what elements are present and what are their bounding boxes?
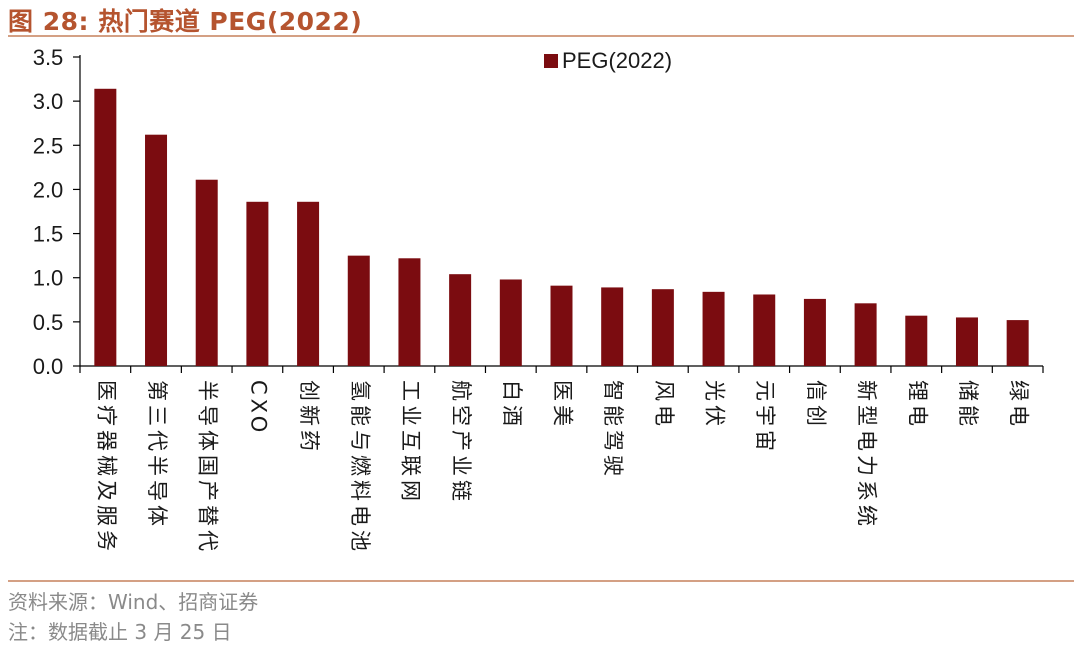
category-label: 航空产业链 [449,380,473,505]
bar [702,291,725,366]
category-label: 医美 [551,380,575,430]
category-label: 风电 [652,380,676,430]
bar [195,179,218,366]
peg-bar-chart: 0.0 0.5 1.0 1.5 2.0 2.5 3.0 3.5 医疗器械及服务 第三代半导体 半导体… [33,45,1044,555]
category-label: 智能驾驶 [601,380,625,480]
category-label: 光伏 [703,380,727,430]
category-label: 储能 [956,380,980,430]
bar [94,88,117,366]
bar [854,303,877,366]
footer-rule [8,580,1074,582]
y-tick-label: 3.5 [33,45,64,70]
category-label: 新型电力系统 [855,380,879,530]
bar [753,294,776,366]
category-label: 氢能与燃料电池 [348,380,372,555]
y-tick-label: 2.0 [33,177,64,202]
category-label: 医疗器械及服务 [94,380,118,555]
bar [145,134,168,366]
category-label: 创新药 [297,380,321,455]
bar [347,255,370,366]
source-note: 资料来源：Wind、招商证券 [8,590,259,614]
bar [803,298,826,366]
title-rule [8,35,1074,37]
bar [1006,320,1029,366]
bar [297,201,320,366]
category-label: 第三代半导体 [145,380,169,530]
y-tick-label: 2.5 [33,133,64,158]
category-label: 元宇宙 [753,380,777,455]
category-label: CXO [246,380,270,436]
bar [601,287,624,366]
bar [246,201,269,366]
bar [499,279,522,366]
legend-swatch [544,54,558,68]
bar [398,258,421,366]
bar [905,315,928,366]
bar [955,317,978,366]
bar [651,289,674,366]
category-label: 半导体国产替代 [196,380,220,555]
y-tick-label: 0.0 [33,354,64,379]
y-tick-label: 1.0 [33,266,64,291]
category-label: 工业互联网 [398,380,422,505]
category-label: 信创 [804,380,828,430]
bar [449,274,472,366]
category-label: 白酒 [500,380,524,430]
y-tick-label: 1.5 [33,222,64,247]
y-tick-label: 3.0 [33,89,64,114]
category-label: 绿电 [1007,380,1031,430]
legend-label: PEG(2022) [562,48,672,73]
data-note: 注：数据截止 3 月 25 日 [8,620,232,644]
figure-title: 图 28: 热门赛道 PEG(2022) [8,7,363,36]
bar [550,285,573,366]
category-label: 锂电 [905,380,929,430]
y-tick-label: 0.5 [33,310,64,335]
